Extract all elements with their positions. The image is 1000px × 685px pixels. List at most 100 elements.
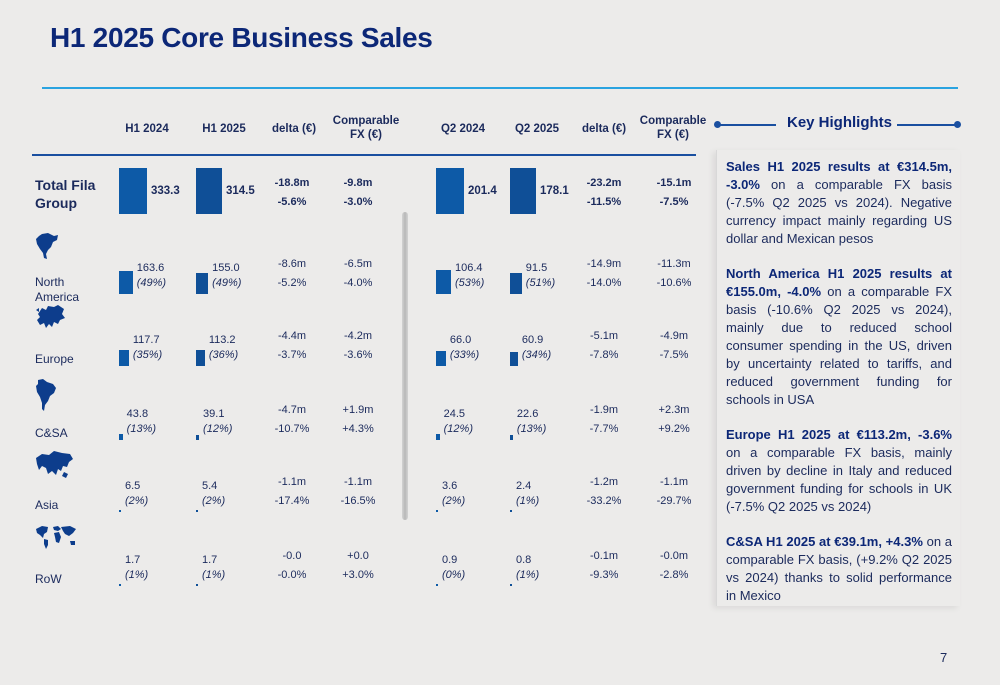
highlights-left-dot [714,121,721,128]
header-q2-2025: Q2 2025 [514,123,560,135]
h1-q2-divider [402,212,408,520]
bar-europe-q2-2025 [510,352,518,366]
bar-asia-q2-2025 [510,510,512,512]
north-america-map-icon [34,232,60,267]
cell-europe-delta-h1-pct: -3.7% [277,349,307,361]
table-header-rule [32,154,696,156]
cell-north-america-delta-q2-abs: -14.9m [586,258,622,270]
world-map-icon [34,524,78,555]
page-title: H1 2025 Core Business Sales [50,22,433,53]
bar-row-q2-2024 [436,584,438,586]
bar-label-europe-q2-2024: 66.0 [449,334,472,346]
bar-label-total-fila-group-h1-2024: 333.3 [151,185,180,197]
header-delta-q2: delta (€) [581,123,627,135]
bar-label-total-fila-group-h1-2025: 314.5 [226,185,255,197]
bar-row-q2-2025 [510,584,512,586]
bar-row-h1-2024 [119,584,121,586]
highlight-2-text: on a comparable FX basis (-10.6% Q2 2025… [726,284,952,407]
cell-total-fila-group-comp-h1-pct: -3.0% [343,196,373,208]
bar-share-north-america-q2-2024: (53%) [455,277,485,289]
header-comparable-fx-h1-line2: FX (€) [350,129,382,141]
row-label-row: RoW [35,572,62,586]
cell-north-america-comp-h1-abs: -6.5m [343,258,373,270]
bar-label-c-sa-h1-2025: 39.1 [203,408,225,420]
bar-north-america-q2-2025 [510,273,522,294]
cell-row-delta-q2-pct: -9.3% [589,569,619,581]
bar-label-row-h1-2024: 1.7 [125,554,141,566]
cell-asia-comp-h1-abs: -1.1m [343,476,373,488]
bar-label-row-q2-2025: 0.8 [516,554,532,566]
cell-row-comp-q2-pct: -2.8% [659,569,689,581]
cell-total-fila-group-delta-q2-abs: -23.2m [586,177,622,189]
bar-total-fila-group-h1-2025 [196,168,222,214]
highlights-right-dot [954,121,961,128]
cell-c-sa-comp-q2-pct: +9.2% [658,423,690,435]
cell-asia-delta-h1-abs: -1.1m [277,476,307,488]
cell-row-comp-h1-pct: +3.0% [342,569,374,581]
bar-share-asia-q2-2025: (1%) [516,495,540,507]
bar-label-total-fila-group-q2-2025: 178.1 [540,185,569,197]
bar-label-asia-q2-2025: 2.4 [516,480,532,492]
bar-share-c-sa-q2-2025: (13%) [516,423,547,435]
bar-label-row-h1-2025: 1.7 [202,554,218,566]
cell-europe-delta-h1-abs: -4.4m [277,330,307,342]
bar-label-c-sa-q2-2025: 22.6 [516,408,539,420]
header-comparable-fx-h1: Comparable FX (€) [330,114,402,142]
highlight-2-bold: North America H1 2025 results at €155.0m… [726,266,952,299]
bar-total-fila-group-h1-2024 [119,168,147,214]
bar-label-asia-h1-2025: 5.4 [202,480,218,492]
header-comparable-fx-h1-line1: Comparable [332,115,400,127]
cell-row-comp-q2-abs: -0.0m [659,550,689,562]
south-america-map-icon [34,378,58,417]
key-highlights-title: Key Highlights [787,114,893,131]
cell-asia-comp-q2-pct: -29.7% [656,495,692,507]
bar-europe-h1-2025 [196,350,205,366]
bar-total-fila-group-q2-2025 [510,168,536,214]
row-label-total-fila-group: Total Fila Group [35,177,96,211]
header-h1-2025: H1 2025 [202,123,246,135]
bar-share-row-q2-2024: (0%) [442,569,466,581]
cell-c-sa-delta-q2-pct: -7.7% [589,423,619,435]
highlight-3-text: on a comparable FX basis, mainly driven … [726,445,952,514]
cell-row-comp-h1-abs: +0.0 [347,550,369,562]
bar-label-europe-h1-2024: 117.7 [132,334,160,346]
bar-asia-h1-2024 [119,510,121,512]
bar-share-c-sa-h1-2025: (12%) [203,423,233,435]
cell-row-delta-h1-abs: -0.0 [282,550,302,562]
cell-row-delta-h1-pct: -0.0% [277,569,307,581]
cell-c-sa-comp-h1-pct: +4.3% [342,423,374,435]
cell-c-sa-delta-h1-abs: -4.7m [277,404,307,416]
highlight-3: Europe H1 2025 at €113.2m, -3.6% on a co… [726,426,952,516]
bar-c-sa-q2-2025 [510,434,513,440]
cell-total-fila-group-comp-q2-abs: -15.1m [656,177,692,189]
bar-c-sa-h1-2024 [119,433,123,440]
asia-map-icon [34,450,74,487]
header-delta-h1: delta (€) [271,123,317,135]
bar-europe-h1-2024 [119,349,129,366]
cell-north-america-comp-q2-abs: -11.3m [657,258,691,270]
highlight-4: C&SA H1 2025 at €39.1m, +4.3% on a compa… [726,533,952,605]
bar-label-c-sa-h1-2024: 43.8 [126,408,149,420]
bar-asia-h1-2025 [196,510,198,512]
bar-label-north-america-q2-2024: 106.4 [455,262,483,274]
bar-share-europe-h1-2025: (36%) [208,349,239,361]
bar-label-north-america-h1-2025: 155.0 [212,262,240,274]
bar-c-sa-q2-2024 [436,434,440,440]
row-label-north-america: North America [35,275,80,304]
bar-share-row-q2-2025: (1%) [516,569,540,581]
cell-c-sa-comp-h1-abs: +1.9m [342,404,374,416]
bar-label-row-q2-2024: 0.9 [442,554,458,566]
header-comparable-fx-q2: Comparable FX (€) [636,114,710,142]
bar-share-asia-h1-2024: (2%) [125,495,149,507]
bar-share-north-america-h1-2025: (49%) [212,277,242,289]
highlight-1-text: on a comparable FX basis (-7.5% Q2 2025 … [726,177,952,246]
cell-total-fila-group-comp-q2-pct: -7.5% [659,196,689,208]
bar-total-fila-group-q2-2024 [436,168,464,214]
bar-label-asia-h1-2024: 6.5 [125,480,141,492]
highlight-1: Sales H1 2025 results at €314.5m, -3.0% … [726,158,952,248]
bar-row-h1-2025 [196,584,198,586]
cell-c-sa-delta-q2-abs: -1.9m [589,404,619,416]
cell-total-fila-group-delta-h1-pct: -5.6% [277,196,307,208]
highlight-4-text: on a comparable FX basis, (+9.2% Q2 2025… [726,534,953,603]
title-divider [42,87,958,89]
